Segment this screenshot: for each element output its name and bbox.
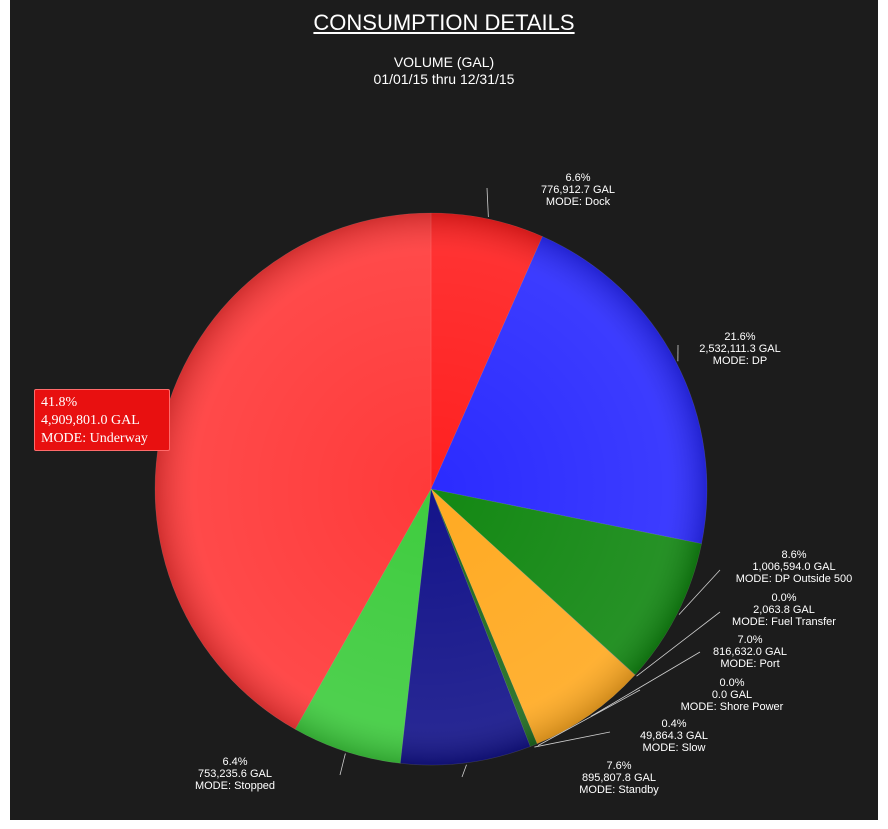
underway-mode: MODE: Underway <box>41 431 148 446</box>
slice-label-standby: 7.6% 895,807.8 GAL MODE: Standby <box>579 760 659 796</box>
leader-line-shore-power <box>537 689 641 747</box>
slice-label-slow: 0.4% 49,864.3 GAL MODE: Slow <box>640 718 708 754</box>
slice-label-dock: 6.6% 776,912.7 GAL MODE: Dock <box>541 172 615 208</box>
underway-value: 4,909,801.0 GAL <box>41 413 140 428</box>
chart-title: CONSUMPTION DETAILS <box>313 10 575 35</box>
leader-line-fuel-transfer <box>636 611 721 677</box>
leader-line-slow <box>534 731 611 748</box>
slice-label-port: 7.0% 816,632.0 GAL MODE: Port <box>713 634 787 670</box>
leader-line-port <box>590 651 701 717</box>
slice-label-stopped: 6.4% 753,235.6 GAL MODE: Stopped <box>195 756 275 792</box>
underway-highlight-label: 41.8% 4,909,801.0 GAL MODE: Underway <box>34 389 170 451</box>
underway-percent: 41.8% <box>41 395 78 410</box>
subtitle-date-range: 01/01/15 thru 12/31/15 <box>373 71 515 87</box>
chart-subtitle: VOLUME (GAL) 01/01/15 thru 12/31/15 <box>10 54 878 88</box>
slice-label-dp-outside-500: 8.6% 1,006,594.0 GAL MODE: DP Outside 500 <box>736 549 853 585</box>
leader-line-standby <box>461 764 467 778</box>
leader-line-dock <box>486 187 489 218</box>
leader-line-dp-outside-500 <box>678 569 721 615</box>
slice-label-fuel-transfer: 0.0% 2,063.8 GAL MODE: Fuel Transfer <box>732 592 836 628</box>
subtitle-measure: VOLUME (GAL) <box>393 54 495 70</box>
chart-frame: CONSUMPTION DETAILS VOLUME (GAL) 01/01/1… <box>10 0 878 820</box>
slice-label-shore-power: 0.0% 0.0 GAL MODE: Shore Power <box>681 677 784 713</box>
leader-line-stopped <box>339 753 346 776</box>
slice-label-dp: 21.6% 2,532,111.3 GAL MODE: DP <box>699 331 781 367</box>
